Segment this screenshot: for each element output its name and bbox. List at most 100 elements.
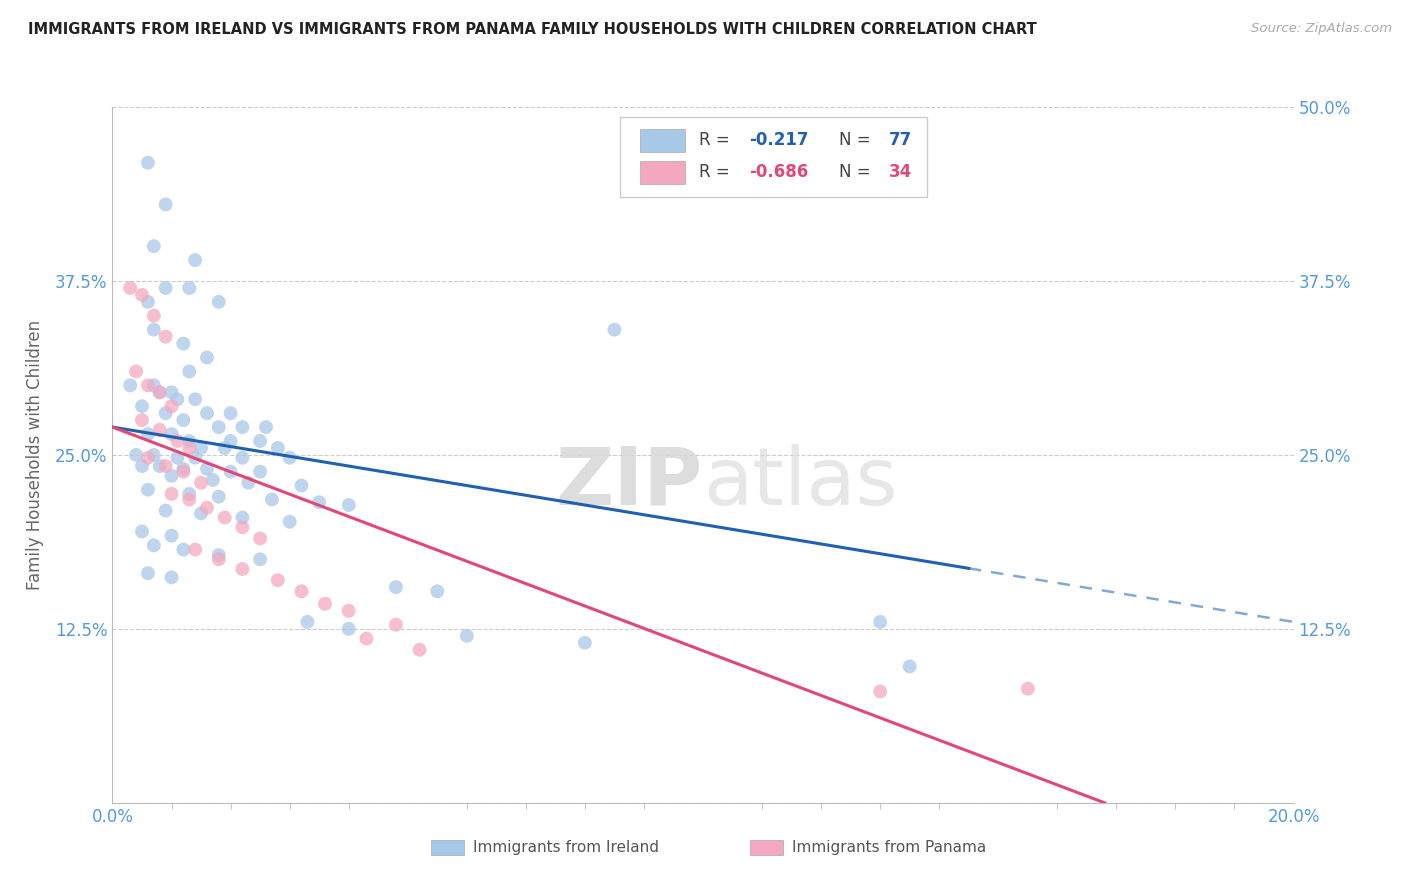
Point — [125, 364, 148, 378]
Point — [254, 420, 277, 434]
Point — [337, 498, 360, 512]
Point — [179, 441, 201, 455]
Point — [136, 450, 159, 465]
Point — [136, 294, 159, 309]
Point — [166, 450, 188, 465]
Point — [290, 478, 312, 492]
Point — [142, 538, 165, 552]
Point — [195, 500, 218, 515]
Point — [160, 528, 183, 542]
Point — [149, 385, 172, 400]
Point — [131, 458, 153, 473]
Text: 34: 34 — [889, 162, 911, 181]
Point — [155, 197, 177, 211]
Point — [201, 473, 224, 487]
Point — [290, 584, 312, 599]
Text: R =: R = — [699, 162, 735, 181]
Point — [120, 378, 142, 392]
Point — [208, 552, 231, 566]
Point — [184, 450, 207, 465]
Point — [195, 351, 218, 365]
Point — [190, 441, 212, 455]
Point — [190, 475, 212, 490]
Text: 77: 77 — [889, 131, 911, 149]
Text: N =: N = — [839, 162, 876, 181]
Point — [408, 642, 430, 657]
Text: Source: ZipAtlas.com: Source: ZipAtlas.com — [1251, 22, 1392, 36]
Point — [172, 462, 194, 476]
Point — [238, 475, 260, 490]
Point — [160, 487, 183, 501]
Point — [155, 281, 177, 295]
Point — [385, 617, 408, 632]
Point — [603, 323, 626, 337]
Point — [136, 378, 159, 392]
Text: Immigrants from Ireland: Immigrants from Ireland — [472, 840, 658, 855]
Point — [155, 503, 177, 517]
Point — [149, 385, 172, 400]
Point — [297, 615, 319, 629]
Point — [869, 684, 891, 698]
Point — [249, 552, 271, 566]
Point — [160, 427, 183, 442]
Text: ZIP: ZIP — [555, 443, 703, 522]
Point — [131, 399, 153, 413]
Point — [131, 413, 153, 427]
Point — [142, 239, 165, 253]
Text: -0.686: -0.686 — [749, 162, 808, 181]
Text: atlas: atlas — [703, 443, 897, 522]
Point — [172, 542, 194, 557]
Point — [249, 434, 271, 448]
Point — [160, 399, 183, 413]
Point — [155, 406, 177, 420]
Point — [184, 542, 207, 557]
Point — [278, 515, 301, 529]
Point — [231, 420, 253, 434]
Point — [136, 483, 159, 497]
Point — [142, 323, 165, 337]
Point — [214, 441, 236, 455]
Point — [267, 441, 290, 455]
Point — [179, 492, 201, 507]
Text: IMMIGRANTS FROM IRELAND VS IMMIGRANTS FROM PANAMA FAMILY HOUSEHOLDS WITH CHILDRE: IMMIGRANTS FROM IRELAND VS IMMIGRANTS FR… — [28, 22, 1036, 37]
Text: R =: R = — [699, 131, 735, 149]
Point — [179, 281, 201, 295]
Point — [160, 385, 183, 400]
Point — [231, 562, 253, 576]
Point — [208, 548, 231, 562]
Point — [172, 465, 194, 479]
Point — [190, 507, 212, 521]
Point — [195, 406, 218, 420]
Point — [219, 406, 242, 420]
Point — [574, 636, 596, 650]
Point — [869, 615, 891, 629]
Point — [184, 392, 207, 407]
Point — [314, 597, 336, 611]
FancyBboxPatch shape — [432, 839, 464, 855]
Point — [456, 629, 478, 643]
Point — [337, 604, 360, 618]
Point — [131, 288, 153, 302]
Point — [160, 570, 183, 584]
Point — [249, 465, 271, 479]
Point — [219, 465, 242, 479]
Point — [160, 468, 183, 483]
Point — [1017, 681, 1039, 696]
Point — [136, 427, 159, 442]
Point — [125, 448, 148, 462]
Point — [249, 532, 271, 546]
Point — [136, 566, 159, 581]
Point — [231, 450, 253, 465]
Point — [172, 413, 194, 427]
Point — [214, 510, 236, 524]
Point — [149, 423, 172, 437]
Point — [195, 462, 218, 476]
Point — [184, 253, 207, 268]
Point — [231, 510, 253, 524]
FancyBboxPatch shape — [620, 118, 928, 197]
Text: -0.217: -0.217 — [749, 131, 808, 149]
Point — [142, 378, 165, 392]
Point — [179, 487, 201, 501]
Point — [155, 329, 177, 343]
FancyBboxPatch shape — [640, 129, 685, 153]
